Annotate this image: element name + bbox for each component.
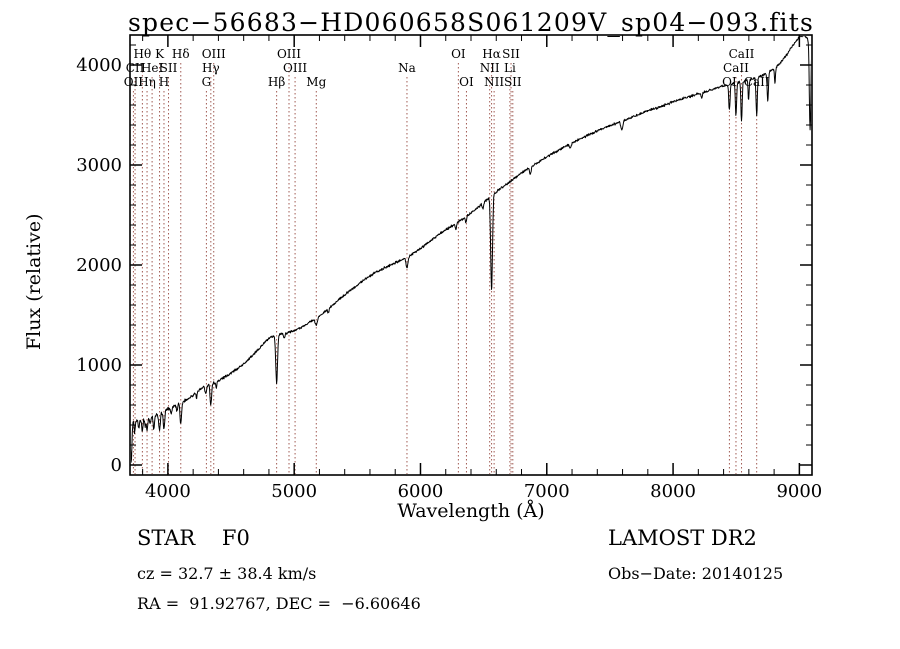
y-tick-label: 0 [111,455,122,476]
spectral-line-label: OI [722,75,737,89]
spectral-line-label: H [159,75,169,89]
spectral-line-label: OIII [283,61,307,75]
spectral-line-label: OI [451,47,466,61]
spectral-line-label: OIII [277,47,301,61]
x-tick-label: 6000 [398,481,444,502]
x-tick-label: 7000 [524,481,570,502]
spectral-line-label: G [202,75,212,89]
y-tick-label: 3000 [76,155,122,176]
x-axis-label: Wavelength (Å) [397,500,545,522]
object-class-text: STAR F0 [137,526,250,550]
spectral-line-label: SII [504,75,522,89]
spectral-line-label: Hη [138,75,156,89]
spectral-line-label: CaII [729,47,755,61]
spectral-line-label: NII [480,61,500,75]
spectral-line-label: Mg [306,75,326,89]
spectral-line-label: Hγ [202,61,220,75]
spectral-line-label: CaII [744,75,770,89]
survey-release-text: LAMOST DR2 [608,526,757,550]
spectrum-line [131,36,811,463]
plot-title: spec−56683−HD060658S061209V_sp04−093.fit… [127,8,815,37]
spectral-line-label: K [155,47,165,61]
spectral-line-label: NII [484,75,504,89]
x-tick-label: 8000 [650,481,696,502]
spectral-line-label: OI [459,75,474,89]
spectral-line-label: Hδ [172,47,190,61]
spectral-line-label: Li [504,61,516,75]
spectral-line-label: OIII [202,47,226,61]
spectral-line-label: SII [160,61,178,75]
spectral-line-label: Na [398,61,416,75]
spectral-line-label: OII [124,75,144,89]
y-axis-label: Flux (relative) [23,213,45,351]
y-tick-label: 4000 [76,55,122,76]
axis-frame [129,34,813,476]
spectral-line-label: Hθ [134,47,152,61]
spectral-line-label: CaII [723,61,749,75]
x-tick-label: 9000 [776,481,822,502]
spectral-line-label: Hβ [268,75,285,89]
y-tick-label: 1000 [76,355,122,376]
x-tick-label: 5000 [271,481,317,502]
spectral-line-label: SII [502,47,520,61]
y-tick-label: 2000 [76,255,122,276]
obs-date-text: Obs−Date: 20140125 [608,564,784,583]
ra-dec-text: RA = 91.92767, DEC = −6.60646 [137,594,421,613]
spectral-line-label: Hα [482,47,501,61]
x-tick-label: 4000 [145,481,191,502]
spectral-line-label: HeI [141,61,164,75]
cz-velocity-text: cz = 32.7 ± 38.4 km/s [137,564,317,583]
